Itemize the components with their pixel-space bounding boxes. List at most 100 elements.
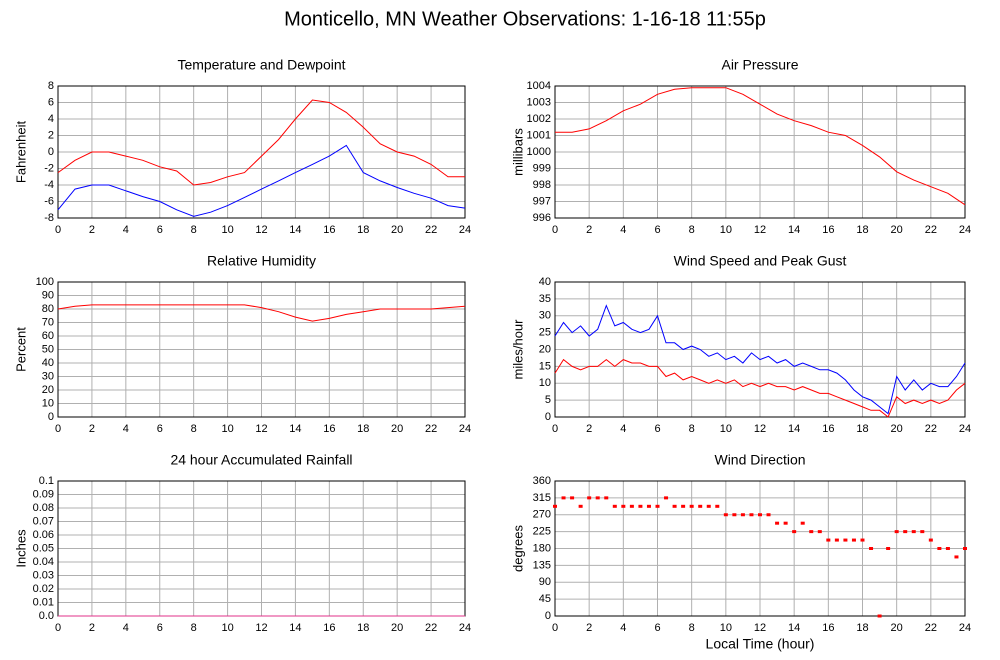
scatter-point [800,521,805,525]
x-tick-label: 22 [425,224,437,236]
plot-frame [554,85,966,219]
x-tick-label: 4 [123,622,129,634]
y-tick-label: 4 [48,113,54,125]
y-tick-label: 180 [533,542,551,554]
x-tick-label: 4 [123,224,129,236]
x-tick-label: 24 [959,622,971,634]
y-tick-label: 90 [539,576,551,588]
y-tick-label: 45 [539,593,551,605]
x-tick-label: 2 [586,423,592,435]
x-tick-label: 10 [720,622,732,634]
y-tick-label: 0 [545,411,551,423]
y-tick-label: 0 [48,411,54,423]
y-tick-label: 1002 [527,113,551,125]
figure-title: Monticello, MN Weather Observations: 1-1… [284,8,766,30]
scatter-point [920,530,925,534]
y-tick-label: 0.08 [33,502,54,514]
panel-title: Wind Direction [714,452,805,468]
y-tick-label: 2 [48,129,54,141]
y-tick-label: 0.04 [33,556,54,568]
series-line [57,304,466,322]
scatter-point [954,555,959,559]
scatter-point [792,530,797,534]
x-tick-label: 16 [822,224,834,236]
scatter-point [758,513,762,517]
x-tick-label: 12 [255,224,267,236]
x-tick-label: 8 [191,224,197,236]
series-line [555,87,966,206]
scatter-point [672,504,677,508]
y-axis-label: miles/hour [510,319,525,380]
panel-title: Air Pressure [721,57,798,73]
y-axis-label: millibars [510,128,525,176]
y-tick-label: -2 [44,162,54,174]
series-line [554,358,966,418]
x-tick-label: 0 [55,423,61,435]
x-tick-label: 14 [788,423,800,435]
scatter-point [612,504,617,508]
y-tick-label: 270 [533,509,551,521]
scatter-point [894,530,899,534]
scatter-point [629,504,634,508]
scatter-point [928,538,933,542]
x-tick-label: 16 [822,423,834,435]
series-line [554,304,966,415]
x-tick-label: 4 [620,622,626,634]
x-tick-label: 24 [459,224,471,236]
y-tick-label: 100 [36,276,54,288]
scatter-point [698,504,703,508]
panel-title: Relative Humidity [207,253,316,269]
x-tick-label: 22 [925,423,937,435]
x-tick-label: 8 [191,622,197,634]
x-tick-label: 6 [654,622,660,634]
x-tick-label: 14 [289,622,301,634]
scatter-point [945,547,950,550]
x-tick-label: 22 [425,423,437,435]
y-tick-label: 225 [533,526,551,538]
x-tick-label: 0 [552,423,558,435]
scatter-point [843,538,848,542]
x-tick-label: 16 [323,423,335,435]
scatter-point [595,496,600,500]
x-tick-label: 20 [391,224,403,236]
y-tick-label: 0.03 [33,569,54,581]
y-tick-label: 0.0 [39,610,54,622]
scatter-point [766,513,771,517]
scatter-point [570,496,575,500]
y-tick-label: 8 [48,80,54,92]
x-tick-label: 14 [289,423,301,435]
scatter-point [817,530,822,534]
x-tick-label: 12 [255,423,267,435]
x-tick-label: 22 [925,622,937,634]
y-tick-label: 0.02 [33,583,54,595]
x-tick-label: 8 [689,423,695,435]
plot-frame [57,281,466,418]
series-line [57,99,465,186]
x-tick-label: 6 [654,423,660,435]
y-tick-label: 0 [545,610,551,622]
x-tick-label: 18 [856,423,868,435]
scatter-point [646,504,651,508]
x-tick-label: 6 [157,423,163,435]
y-tick-label: 90 [42,289,54,301]
x-tick-label: 20 [891,224,903,236]
y-tick-label: 999 [533,162,551,174]
y-tick-label: -6 [44,195,54,207]
x-tick-label: 22 [425,622,437,634]
x-tick-label: 24 [459,423,471,435]
scatter-point [911,530,916,534]
scatter-point [749,513,754,517]
y-tick-label: 1004 [527,80,551,92]
panel-title: Wind Speed and Peak Gust [674,253,847,269]
x-tick-label: 0 [55,224,61,236]
x-tick-label: 16 [822,622,834,634]
scatter-point [886,547,891,550]
x-tick-label: 18 [357,622,369,634]
plot-frame [554,281,966,418]
y-tick-label: 10 [42,397,54,409]
y-axis-label: Fahrenheit [13,121,28,184]
y-tick-label: 30 [42,370,54,382]
x-tick-label: 2 [89,423,95,435]
